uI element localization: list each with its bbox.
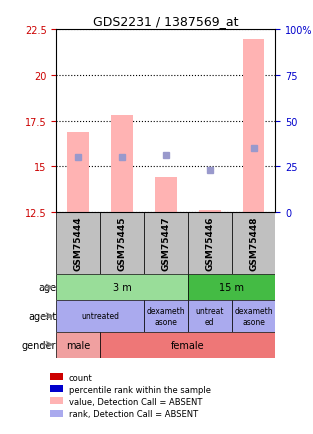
Text: GSM75445: GSM75445 (118, 216, 126, 271)
FancyBboxPatch shape (188, 301, 232, 332)
Text: male: male (66, 340, 90, 350)
FancyBboxPatch shape (100, 332, 275, 358)
FancyBboxPatch shape (56, 212, 100, 275)
Text: GSM75446: GSM75446 (205, 216, 214, 271)
Text: 15 m: 15 m (219, 283, 244, 293)
Text: age: age (38, 283, 56, 293)
Text: GSM75444: GSM75444 (74, 216, 83, 271)
FancyBboxPatch shape (144, 212, 188, 275)
Text: value, Detection Call = ABSENT: value, Detection Call = ABSENT (69, 398, 202, 406)
Text: untreated: untreated (81, 312, 119, 321)
Title: GDS2231 / 1387569_at: GDS2231 / 1387569_at (93, 15, 239, 28)
Bar (199, 210, 221, 212)
Text: percentile rank within the sample: percentile rank within the sample (69, 385, 211, 394)
Text: untreat
ed: untreat ed (195, 306, 224, 326)
Bar (155, 178, 177, 212)
Text: rank, Detection Call = ABSENT: rank, Detection Call = ABSENT (69, 410, 198, 418)
Text: gender: gender (22, 340, 56, 350)
FancyBboxPatch shape (56, 275, 188, 301)
FancyBboxPatch shape (188, 212, 232, 275)
Text: female: female (171, 340, 205, 350)
FancyBboxPatch shape (56, 332, 100, 358)
Text: dexameth
asone: dexameth asone (146, 306, 185, 326)
Bar (111, 116, 133, 212)
Text: 3 m: 3 m (113, 283, 131, 293)
Bar (67, 132, 89, 212)
Text: agent: agent (28, 311, 56, 321)
Text: count: count (69, 373, 93, 382)
Bar (243, 39, 264, 212)
Text: GSM75448: GSM75448 (249, 216, 258, 271)
FancyBboxPatch shape (188, 275, 275, 301)
FancyBboxPatch shape (144, 301, 188, 332)
Text: dexameth
asone: dexameth asone (234, 306, 273, 326)
FancyBboxPatch shape (232, 301, 275, 332)
Text: GSM75447: GSM75447 (162, 216, 170, 271)
FancyBboxPatch shape (56, 301, 144, 332)
FancyBboxPatch shape (100, 212, 144, 275)
FancyBboxPatch shape (232, 212, 275, 275)
